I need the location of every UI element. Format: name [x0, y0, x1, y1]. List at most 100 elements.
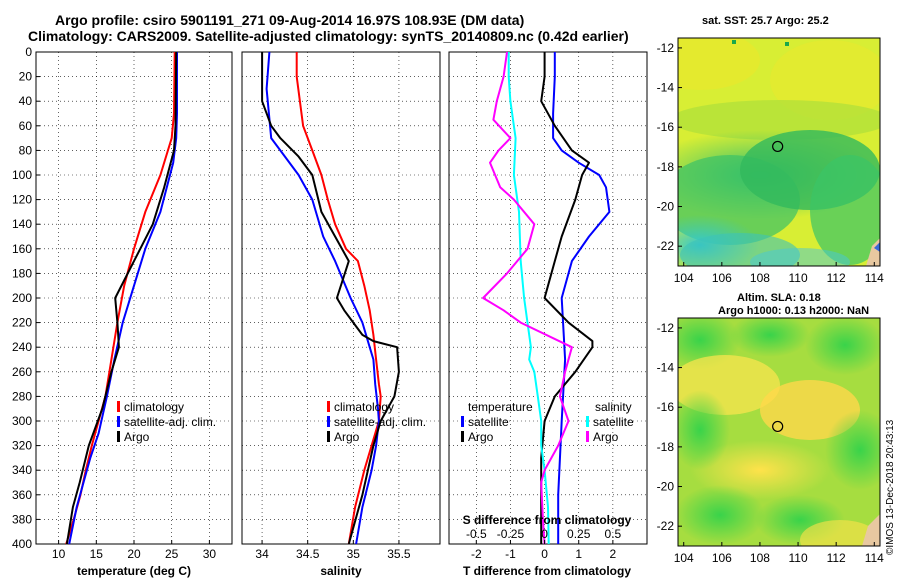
sla-map-frame: [677, 317, 881, 547]
sst-map-frame: [677, 37, 881, 267]
sst-map-ytick-label: -18: [657, 160, 675, 174]
sla-map-xtick-label: 110: [788, 551, 807, 565]
difference-legend-s-satellite: satellite: [593, 415, 634, 429]
sla-map-title-line2: Argo h1000: 0.13 h2000: NaN: [718, 305, 870, 317]
depth-tick-label: 280: [12, 389, 32, 403]
difference-legend-temperature-header: temperature: [468, 400, 533, 414]
sla-map-xtick-label: 106: [712, 551, 732, 565]
salinity-legend-climatology: climatology: [334, 400, 394, 414]
salinity-xtick-label: 35.5: [387, 547, 411, 561]
difference-series-salinity-argo: [482, 51, 573, 545]
sla-map-xtick-label: 104: [674, 551, 694, 565]
difference-xlabel-top: S difference from climatology: [463, 513, 632, 527]
figure-title-line2: Climatology: CARS2009. Satellite-adjuste…: [28, 28, 629, 44]
legend-swatch-satellite: [117, 416, 120, 427]
difference-s-xtick-label: -0.25: [497, 527, 525, 541]
difference-series-temperature-satellite: [552, 52, 611, 544]
salinity-xtick-label: 34.5: [296, 547, 320, 561]
salinity-xlabel: salinity: [320, 564, 362, 578]
sla-map-xtick-label: 112: [827, 551, 846, 565]
figure-title-line1: Argo profile: csiro 5901191_271 09-Aug-2…: [55, 12, 525, 28]
difference-xlabel: T difference from climatology: [463, 564, 631, 578]
salinity-xtick-label: 34: [255, 547, 269, 561]
sst-map-ytick-label: -20: [657, 200, 675, 214]
legend-swatch-climatology: [117, 401, 120, 412]
sla-map-xtick-label: 114: [865, 551, 884, 565]
sst-map-argo-position-marker: [772, 140, 784, 153]
sla-map-ytick-label: -12: [657, 321, 675, 335]
depth-tick-label: 360: [12, 488, 32, 502]
sst-map-xtick-label: 112: [827, 271, 846, 285]
depth-tick-label: 20: [19, 70, 33, 84]
temperature-xtick-label: 10: [52, 547, 66, 561]
sst-map-xtick-label: 104: [674, 271, 694, 285]
depth-tick-label: 200: [12, 291, 32, 305]
legend-swatch-s-satellite: [586, 416, 589, 427]
difference-legend-t-argo: Argo: [468, 430, 494, 444]
legend-swatch-t-satellite: [461, 416, 464, 427]
sla-map-ytick-label: -22: [657, 519, 675, 533]
sla-map-xtick-label: 108: [750, 551, 770, 565]
temperature-legend: climatology satellite-adj. clim. Argo: [117, 400, 216, 444]
temperature-legend-climatology: climatology: [124, 400, 184, 414]
temperature-xtick-label: 25: [165, 547, 179, 561]
salinity-series-climatology: [295, 52, 382, 545]
difference-legend-salinity-header: salinity: [595, 400, 632, 414]
depth-tick-label: 0: [25, 45, 32, 59]
difference-s-xtick-label: 0.25: [567, 527, 591, 541]
sla-map-ytick-label: -16: [657, 400, 675, 414]
difference-series-salinity-satellite: [507, 52, 550, 545]
legend-swatch-argo: [327, 431, 330, 442]
temperature-xlabel: temperature (deg C): [77, 564, 191, 578]
salinity-legend-satellite: satellite-adj. clim.: [334, 415, 426, 429]
difference-s-xtick-label: -0.5: [466, 527, 487, 541]
temperature-axes: [35, 51, 233, 545]
temperature-xtick-label: 15: [90, 547, 104, 561]
temperature-legend-satellite: satellite-adj. clim.: [124, 415, 216, 429]
salinity-series-satellite-adj-clim-: [265, 51, 380, 545]
difference-legend: temperature satellite Argo salinity sate…: [461, 400, 634, 444]
depth-tick-label: 380: [12, 512, 32, 526]
depth-tick-label: 320: [12, 439, 32, 453]
difference-series-temperature-argo: [540, 52, 594, 544]
depth-tick-label: 400: [12, 537, 32, 551]
sst-map-ytick-label: -14: [657, 81, 675, 95]
legend-swatch-satellite: [327, 416, 330, 427]
depth-tick-label: 240: [12, 340, 32, 354]
sst-map-xtick-label: 106: [712, 271, 732, 285]
legend-swatch-argo: [117, 431, 120, 442]
difference-legend-t-satellite: satellite: [468, 415, 509, 429]
difference-s-xtick-label: 0.5: [605, 527, 622, 541]
sst-map-xtick-label: 114: [865, 271, 884, 285]
sla-map-ytick-label: -18: [657, 440, 675, 454]
depth-tick-label: 160: [12, 242, 32, 256]
sla-map-title-line1: Altim. SLA: 0.18: [737, 292, 821, 304]
difference-xtick-label: -1: [505, 547, 516, 561]
sla-map-ytick-label: -14: [657, 361, 675, 375]
sst-map-xtick-label: 108: [750, 271, 770, 285]
temperature-series-argo: [65, 51, 178, 545]
depth-tick-label: 340: [12, 463, 32, 477]
temperature-legend-argo: Argo: [124, 430, 150, 444]
difference-s-xtick-label: 0: [541, 527, 548, 541]
sst-map-ytick-label: -12: [657, 41, 675, 55]
depth-tick-label: 80: [19, 143, 33, 157]
sst-map-title: sat. SST: 25.7 Argo: 25.2: [702, 15, 829, 27]
temperature-xtick-label: 30: [203, 547, 217, 561]
difference-legend-s-argo: Argo: [593, 430, 619, 444]
sst-map-ytick-label: -22: [657, 239, 675, 253]
difference-xtick-label: -2: [471, 547, 482, 561]
temperature-xtick-label: 20: [127, 547, 141, 561]
legend-swatch-s-argo: [586, 431, 589, 442]
depth-tick-label: 40: [19, 94, 33, 108]
salinity-legend-argo: Argo: [334, 430, 360, 444]
sla-map: [678, 318, 880, 546]
depth-tick-label: 100: [12, 168, 32, 182]
sla-map-argo-position-marker: [772, 420, 784, 433]
difference-xtick-label: 2: [610, 547, 617, 561]
depth-tick-label: 140: [12, 217, 32, 231]
sst-map-xtick-label: 110: [788, 271, 807, 285]
depth-tick-label: 60: [19, 119, 33, 133]
depth-tick-label: 220: [12, 316, 32, 330]
